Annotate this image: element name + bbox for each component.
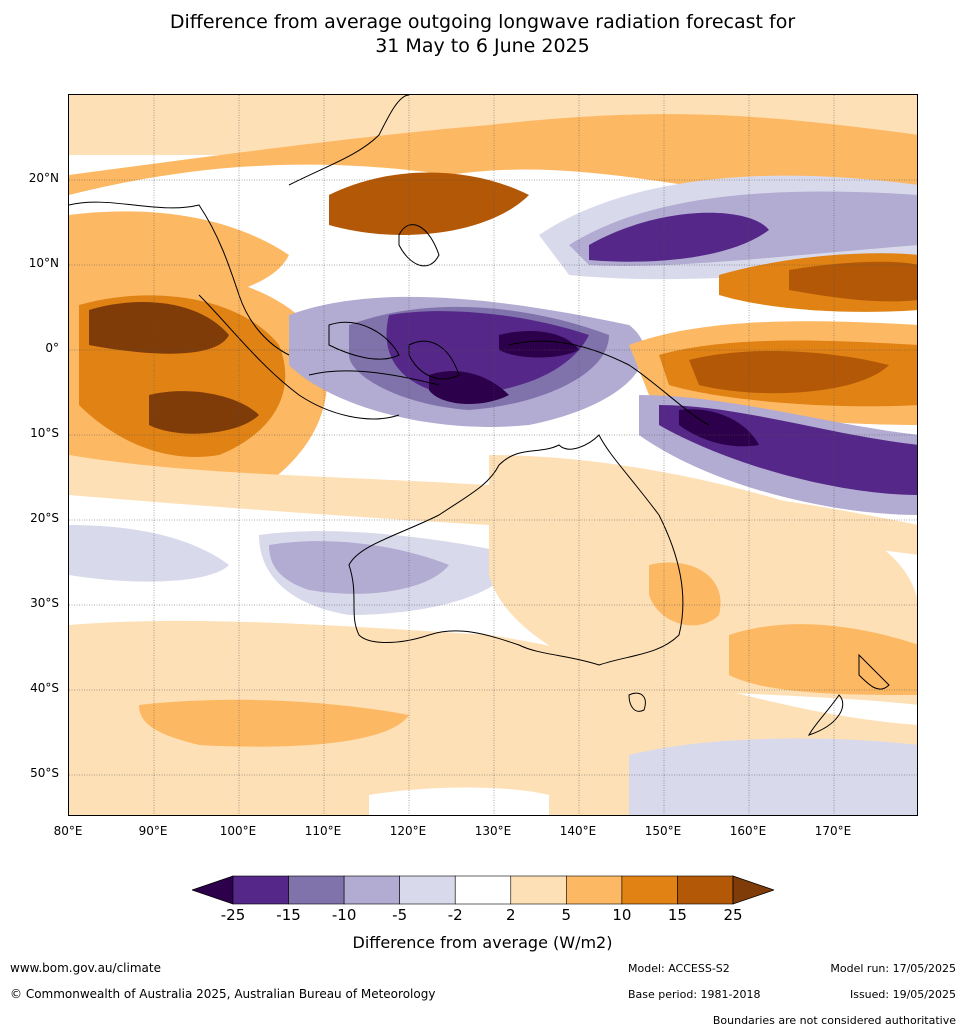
lon-label-150e: 150°E [644, 824, 682, 838]
lat-label-50s: 50°S [30, 766, 59, 780]
olr-anomaly-map [69, 95, 917, 815]
colorbar-tick-label: -10 [331, 906, 357, 924]
lon-label-80e: 80°E [53, 824, 83, 838]
colorbar-swatch [454, 875, 512, 905]
title-line-1: Difference from average outgoing longwav… [169, 11, 796, 33]
lon-label-100e: 100°E [219, 824, 257, 838]
lat-label-40s: 40°S [30, 681, 59, 695]
colorbar-tick-label: -2 [447, 906, 463, 924]
anomaly-fields [69, 95, 917, 815]
lon-label-160e: 160°E [729, 824, 767, 838]
colorbar-tick-label: 2 [505, 906, 516, 924]
map-title: Difference from average outgoing longwav… [0, 10, 965, 58]
colorbar-extend-low [190, 875, 234, 905]
map-panel[interactable] [68, 94, 918, 816]
colorbar-tick-label: 15 [667, 906, 687, 924]
colorbar-swatch [399, 875, 456, 905]
colorbar-swatch [621, 875, 678, 905]
colorbar-tick-label: -25 [220, 906, 246, 924]
colorbar-swatch [232, 875, 289, 905]
colorbar-extend-high [732, 875, 776, 905]
footer-model-run: Model run: 17/05/2025 [830, 962, 956, 975]
coastlines [69, 95, 890, 736]
lat-label-30s: 30°S [30, 596, 59, 610]
colorbar-swatch [288, 875, 345, 905]
footer-copyright: © Commonwealth of Australia 2025, Austra… [10, 987, 436, 1001]
colorbar-graphic [190, 875, 776, 905]
colorbar-tick-label: 25 [723, 906, 743, 924]
lon-label-120e: 120°E [389, 824, 427, 838]
footer-website[interactable]: www.bom.gov.au/climate [10, 961, 161, 975]
footer-model: Model: ACCESS-S2 [628, 962, 730, 975]
colorbar-title: Difference from average (W/m2) [352, 933, 613, 952]
lon-label-140e: 140°E [559, 824, 597, 838]
colorbar-swatch [343, 875, 400, 905]
lon-label-90e: 90°E [138, 824, 168, 838]
footer-issued: Issued: 19/05/2025 [849, 988, 956, 1001]
lat-label-10s: 10°S [30, 426, 59, 440]
colorbar-swatch [677, 875, 734, 905]
colorbar-swatch [510, 875, 567, 905]
lon-label-130e: 130°E [474, 824, 512, 838]
lat-label-20n: 20°N [28, 171, 59, 185]
colorbar-swatch [566, 875, 623, 905]
graticule [69, 95, 917, 815]
footer-base-period: Base period: 1981-2018 [628, 988, 761, 1001]
colorbar-tick-label: -5 [392, 906, 408, 924]
colorbar [190, 872, 776, 908]
colorbar-tick-label: -15 [276, 906, 301, 924]
lon-label-110e: 110°E [304, 824, 342, 838]
footer-disclaimer: Boundaries are not considered authoritat… [712, 1014, 956, 1027]
lat-label-0: 0° [45, 341, 59, 355]
lat-label-20s: 20°S [30, 511, 59, 525]
lat-label-10n: 10°N [28, 256, 59, 270]
lon-label-170e: 170°E [814, 824, 852, 838]
colorbar-tick-label: 5 [561, 906, 572, 924]
title-line-2: 31 May to 6 June 2025 [375, 35, 590, 57]
colorbar-tick-label: 10 [612, 906, 632, 924]
